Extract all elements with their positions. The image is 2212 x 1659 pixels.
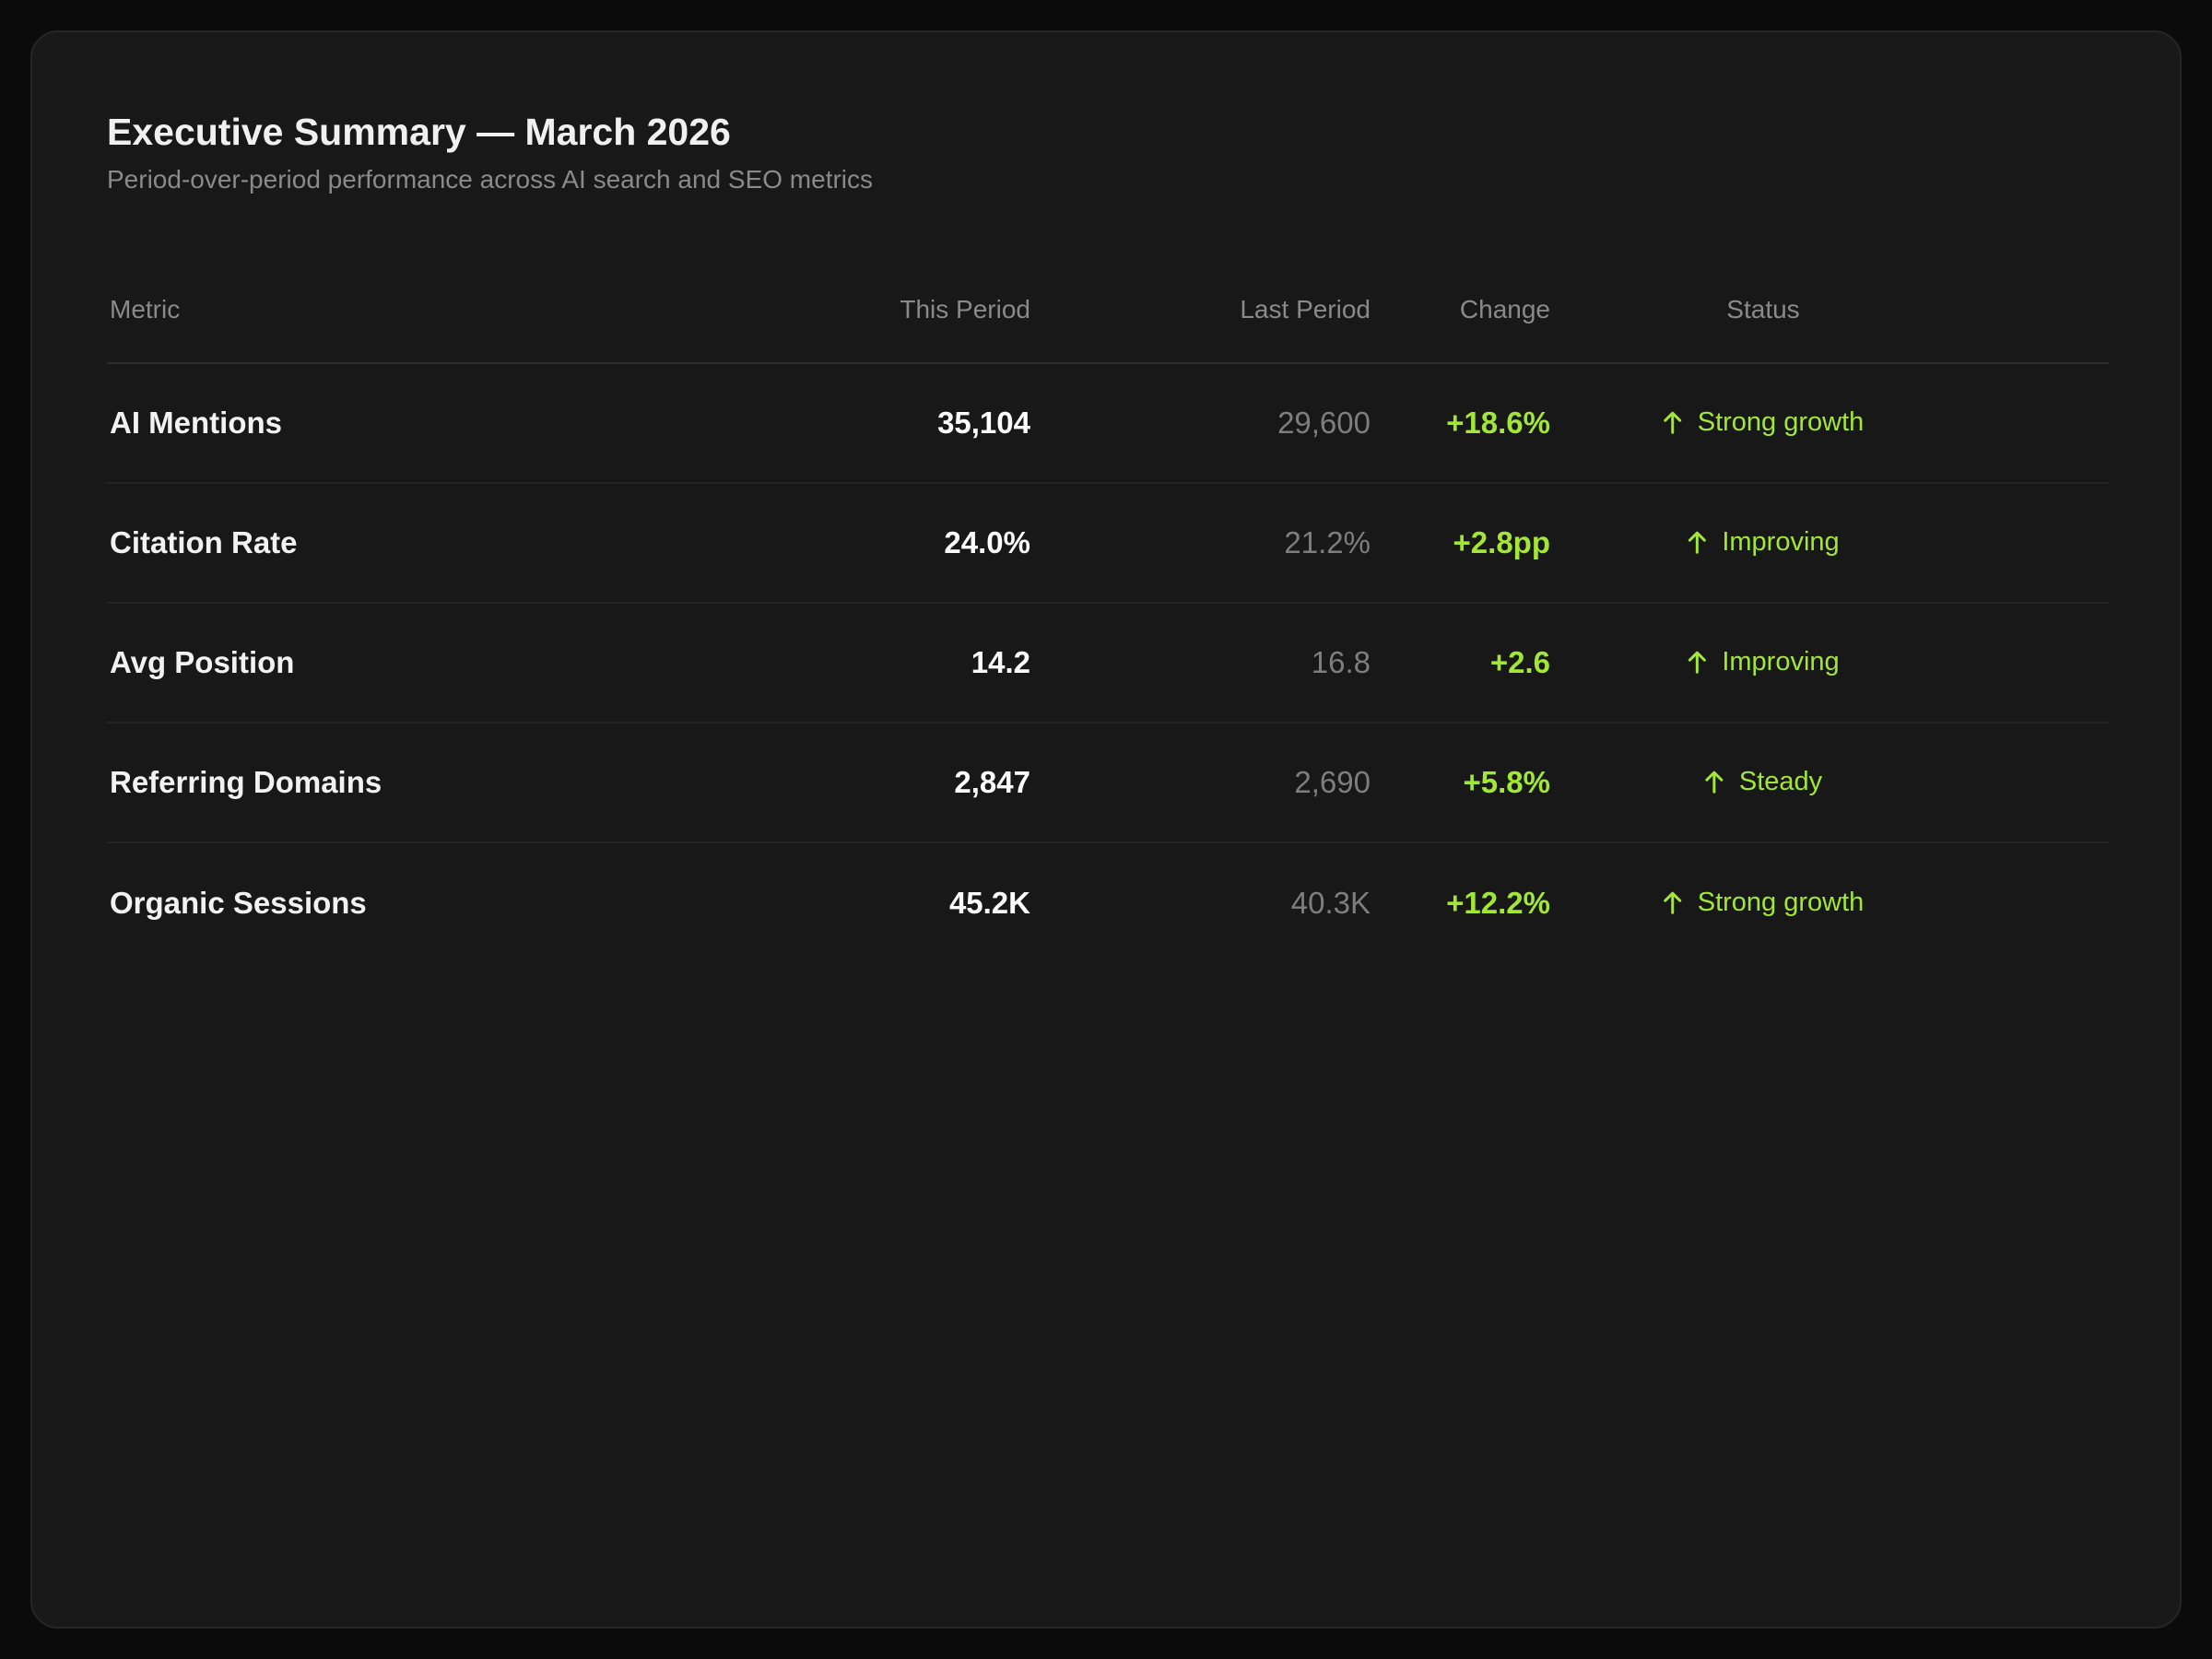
table-row[interactable]: Citation Rate 24.0% 21.2% +2.8pp Improvi… [107,484,2109,604]
this-period-value: 35,104 [937,406,1030,441]
metrics-table: Metric This Period Last Period Change St… [107,257,2109,963]
status-cell: Improving [1687,646,1840,679]
column-header-this-period[interactable]: This Period [900,295,1030,324]
change-value: +2.8pp [1453,525,1550,560]
table-row[interactable]: Referring Domains 2,847 2,690 +5.8% Stea… [107,724,2109,843]
status-badge: Steady [1704,766,1822,798]
last-period-value: 16.8 [1311,645,1371,680]
metric-name: AI Mentions [110,406,282,441]
arrow-up-icon [1704,771,1724,794]
status-label: Steady [1738,767,1823,797]
status-cell: Strong growth [1663,887,1865,920]
arrow-up-icon [1663,411,1683,435]
page-title: Executive Summary — March 2026 [107,111,731,153]
status-label: Improving [1722,647,1840,677]
executive-summary-card: Executive Summary — March 2026 Period-ov… [30,30,2182,1629]
change-value: +18.6% [1446,406,1550,441]
status-badge: Strong growth [1663,406,1865,439]
arrow-up-icon [1663,891,1683,915]
status-badge: Improving [1687,526,1840,559]
status-badge: Improving [1687,646,1840,678]
change-value: +2.6 [1489,645,1550,680]
last-period-value: 29,600 [1277,406,1371,441]
arrow-up-icon [1687,651,1707,675]
this-period-value: 2,847 [954,765,1030,800]
table-header-row: Metric This Period Last Period Change St… [107,257,2109,364]
card-header: Executive Summary — March 2026 Period-ov… [107,108,873,197]
table-row[interactable]: Organic Sessions 45.2K 40.3K +12.2% Stro… [107,843,2109,963]
status-label: Strong growth [1697,407,1865,438]
last-period-value: 2,690 [1294,765,1371,800]
change-value: +5.8% [1463,765,1551,800]
last-period-value: 21.2% [1284,525,1371,560]
table-row[interactable]: AI Mentions 35,104 29,600 +18.6% Strong … [107,364,2109,484]
column-header-last-period[interactable]: Last Period [1240,295,1371,324]
column-header-metric[interactable]: Metric [110,295,181,324]
status-cell: Improving [1687,526,1840,559]
arrow-up-icon [1687,531,1707,555]
page-subtitle: Period-over-period performance across AI… [107,165,874,194]
status-label: Improving [1722,527,1840,558]
table-row[interactable]: Avg Position 14.2 16.8 +2.6 Improving [107,604,2109,724]
this-period-value: 14.2 [971,645,1030,680]
column-header-change[interactable]: Change [1459,295,1550,324]
this-period-value: 45.2K [948,886,1030,921]
metric-name: Avg Position [110,645,295,680]
status-cell: Steady [1704,766,1822,799]
status-badge: Strong growth [1663,887,1865,919]
change-value: +12.2% [1446,886,1550,921]
metric-name: Organic Sessions [110,886,367,921]
this-period-value: 24.0% [944,525,1030,560]
metric-name: Referring Domains [110,765,382,800]
metric-name: Citation Rate [110,525,298,560]
status-cell: Strong growth [1663,406,1865,440]
last-period-value: 40.3K [1290,886,1371,921]
status-label: Strong growth [1697,888,1865,918]
column-header-status[interactable]: Status [1726,295,1800,324]
